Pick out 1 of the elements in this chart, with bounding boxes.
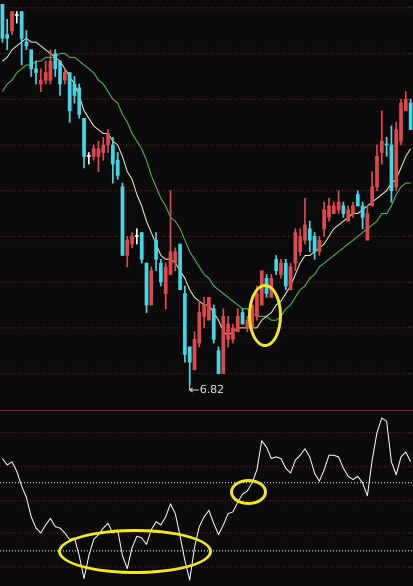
annotation: 6.82 [200, 382, 224, 396]
